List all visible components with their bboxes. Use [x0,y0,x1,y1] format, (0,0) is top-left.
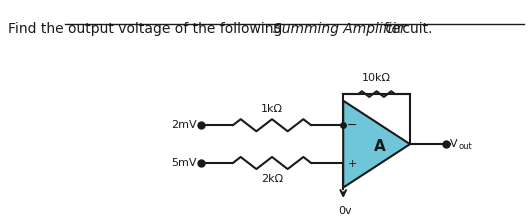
Text: Find the output voltage of the following: Find the output voltage of the following [8,22,287,36]
Text: 2kΩ: 2kΩ [261,174,283,184]
Text: 5mV: 5mV [171,158,196,168]
Text: A: A [374,140,386,155]
Text: V: V [450,139,458,149]
Text: −: − [347,119,357,132]
Text: circuit.: circuit. [381,22,433,36]
Text: out: out [458,143,472,151]
Polygon shape [343,101,410,187]
Text: +: + [347,159,357,169]
Text: 2mV: 2mV [171,120,196,130]
Text: Summing Amplifier: Summing Amplifier [273,22,406,36]
Text: 10kΩ: 10kΩ [362,73,391,83]
Text: 0v: 0v [338,207,352,217]
Text: 1kΩ: 1kΩ [261,104,283,114]
